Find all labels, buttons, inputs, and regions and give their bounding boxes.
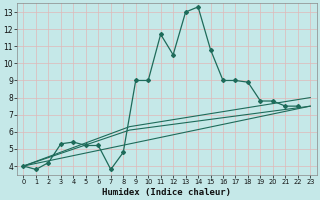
- X-axis label: Humidex (Indice chaleur): Humidex (Indice chaleur): [102, 188, 231, 197]
